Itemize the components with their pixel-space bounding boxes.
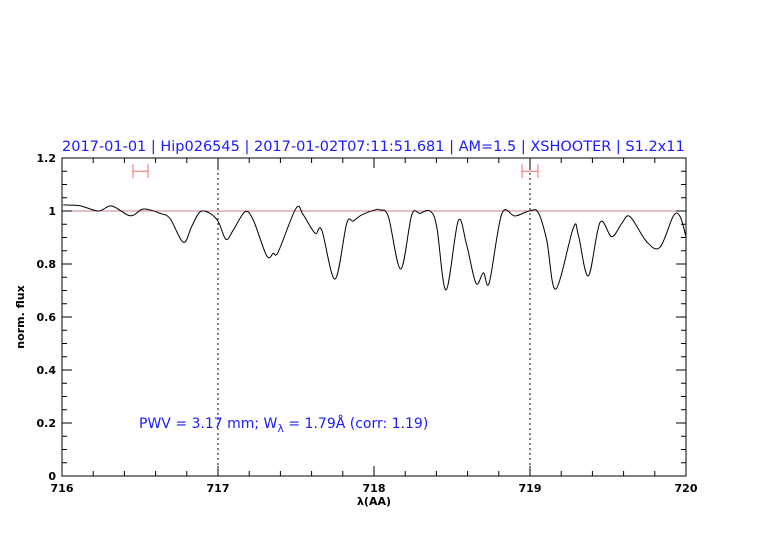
y-tick-label: 0: [48, 470, 56, 483]
chart-title: 2017-01-01 | Hip026545 | 2017-01-02T07:1…: [62, 139, 685, 155]
annotation-prefix: PWV = 3.17 mm; W: [139, 416, 278, 432]
x-tick-label: 717: [207, 482, 230, 495]
x-tick-label: 716: [51, 482, 74, 495]
spectrum-line: [63, 204, 687, 291]
y-axis-label: norm. flux: [14, 285, 27, 348]
x-tick-label: 718: [363, 482, 386, 495]
y-tick-label: 1: [48, 205, 56, 218]
x-tick-label: 719: [519, 482, 542, 495]
annotation-subscript: λ: [277, 422, 284, 435]
y-tick-label: 0.6: [37, 311, 57, 324]
y-tick-label: 0.4: [37, 364, 57, 377]
y-tick-label: 1.2: [37, 152, 57, 165]
y-tick-label: 0.8: [37, 258, 57, 271]
y-tick-label: 0.2: [37, 417, 57, 430]
annotation-suffix: = 1.79Å (corr: 1.19): [284, 415, 428, 432]
pwv-annotation: PWV = 3.17 mm; Wλ = 1.79Å (corr: 1.19): [139, 415, 428, 435]
x-axis-label: λ(AA): [357, 495, 391, 508]
x-tick-label: 720: [675, 482, 698, 495]
continuum-window: [521, 164, 539, 179]
continuum-window: [132, 164, 149, 179]
